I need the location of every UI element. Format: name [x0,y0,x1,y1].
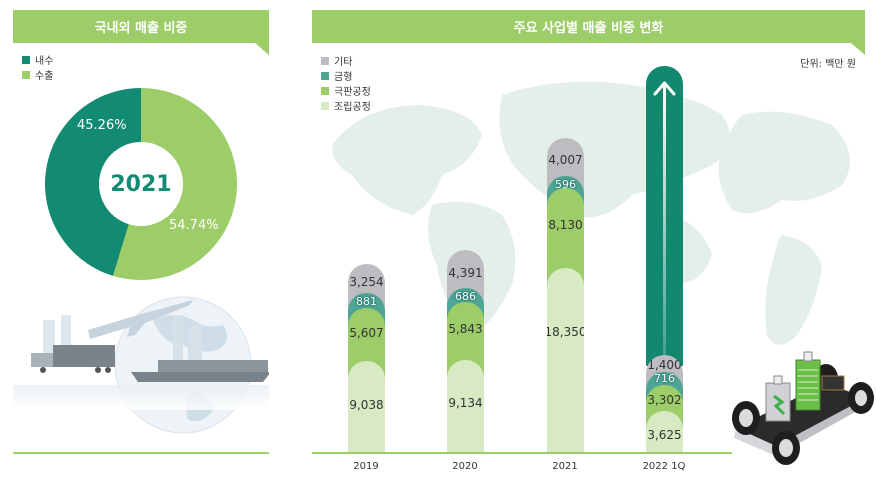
swatch-icon [321,86,329,95]
domestic-export-title: 국내외 매출 비중 [13,10,269,43]
swatch-icon [321,71,329,80]
legend-item-geuk: 극판공정 [321,83,371,98]
value-label: 1,400 [647,358,682,372]
business-sales-title: 주요 사업별 매출 비중 변화 [312,10,865,43]
bar-2020: 4,391 686 5,843 9,134 [447,250,484,452]
chart-baseline [312,452,732,454]
value-label: 4,007 [548,153,583,167]
value-label: 5,607 [349,326,384,340]
value-label: 3,254 [349,275,384,289]
value-label: 4,391 [448,266,483,280]
unit-label: 단위: 백만 원 [800,59,856,70]
value-label: 596 [555,178,576,191]
value-label: 716 [654,372,675,385]
legend-label: 조립공정 [334,102,371,113]
value-label: 9,134 [448,396,483,410]
domestic-percent: 45.26% [77,118,127,133]
donut-legend: 내수 수출 [22,52,53,82]
donut-chart: 2021 45.26% 54.74% [45,88,237,280]
value-label: 3,302 [647,393,682,407]
swatch-icon [321,56,329,65]
value-label: 3,625 [647,428,682,442]
segment-jorip: 3,625 [646,411,683,452]
legend-item-export: 수출 [22,67,53,82]
left-baseline [13,452,269,454]
bar-2019: 3,254 881 5,607 9,038 [348,264,385,452]
swatch-icon [22,70,30,79]
panel-title: 주요 사업별 매출 비중 변화 [513,21,664,36]
value-label: 8,130 [548,218,583,232]
legend-item-geum: 금형 [321,68,371,83]
bar-legend: 기타 금형 극판공정 조립공정 [321,53,371,113]
x-tick-2020: 2020 [452,461,478,472]
legend-label: 금형 [334,72,353,83]
segment-jorip: 9,038 [348,361,385,452]
legend-label: 극판공정 [334,87,371,98]
x-tick-2022-1q: 2022 1Q [642,461,686,472]
legend-item-gita: 기타 [321,53,371,68]
bar-2022-1q: 1,400 716 3,302 3,625 [646,355,683,452]
legend-item-jorip: 조립공정 [321,98,371,113]
legend-label: 수출 [35,71,54,82]
legend-item-domestic: 내수 [22,52,53,67]
segment-jorip: 9,134 [447,360,484,452]
bar-2021: 4,007 596 8,130 18,350 [547,138,584,452]
year-label: 2021 [110,171,172,197]
value-label: 881 [356,295,377,308]
value-label: 9,038 [349,398,384,412]
value-label: 5,843 [448,322,483,336]
segment-jorip: 18,350 [547,268,584,452]
export-percent: 54.74% [169,218,219,233]
ev-chassis-illustration [716,338,876,468]
donut-center-label: 2021 [99,142,183,226]
arrow-up-icon [653,81,676,359]
x-tick-2019: 2019 [353,461,379,472]
value-label: 18,350 [547,325,584,339]
legend-label: 기타 [334,57,353,68]
legend-label: 내수 [35,56,54,67]
value-label: 686 [455,290,476,303]
growth-arrow-bar [646,66,683,366]
swatch-icon [321,101,329,110]
swatch-icon [22,55,30,64]
panel-title: 국내외 매출 비중 [94,21,188,36]
logistics-illustration [13,290,269,450]
x-tick-2021: 2021 [552,461,578,472]
